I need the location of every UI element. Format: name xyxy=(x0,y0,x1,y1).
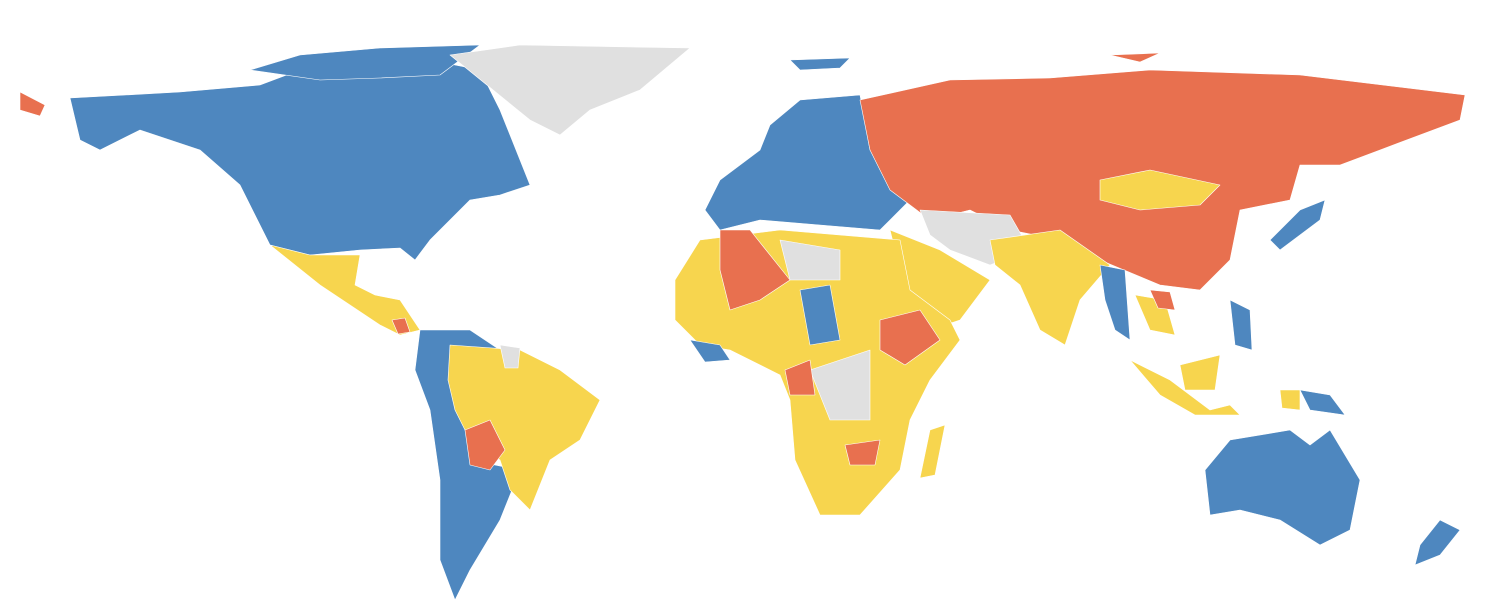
region xyxy=(1204,429,1361,546)
region xyxy=(1129,359,1241,416)
region xyxy=(719,229,791,311)
region xyxy=(989,229,1111,346)
region xyxy=(784,359,816,396)
region xyxy=(1149,289,1176,311)
region xyxy=(1179,354,1221,391)
region xyxy=(844,439,881,466)
region xyxy=(1099,169,1221,211)
region xyxy=(447,344,601,511)
region xyxy=(799,284,841,346)
region xyxy=(809,349,871,421)
region xyxy=(449,44,691,136)
region xyxy=(69,57,531,261)
region xyxy=(391,317,411,335)
region xyxy=(499,344,521,369)
region xyxy=(1299,389,1346,416)
region xyxy=(919,424,946,479)
region xyxy=(1109,52,1161,63)
region xyxy=(1269,199,1326,251)
region xyxy=(1099,264,1131,341)
region xyxy=(1279,389,1301,411)
region xyxy=(19,91,46,117)
region xyxy=(1414,519,1461,566)
region xyxy=(879,309,941,366)
region xyxy=(1229,299,1253,351)
region xyxy=(464,419,506,471)
region xyxy=(689,339,731,363)
region xyxy=(789,57,851,71)
region xyxy=(779,239,841,281)
